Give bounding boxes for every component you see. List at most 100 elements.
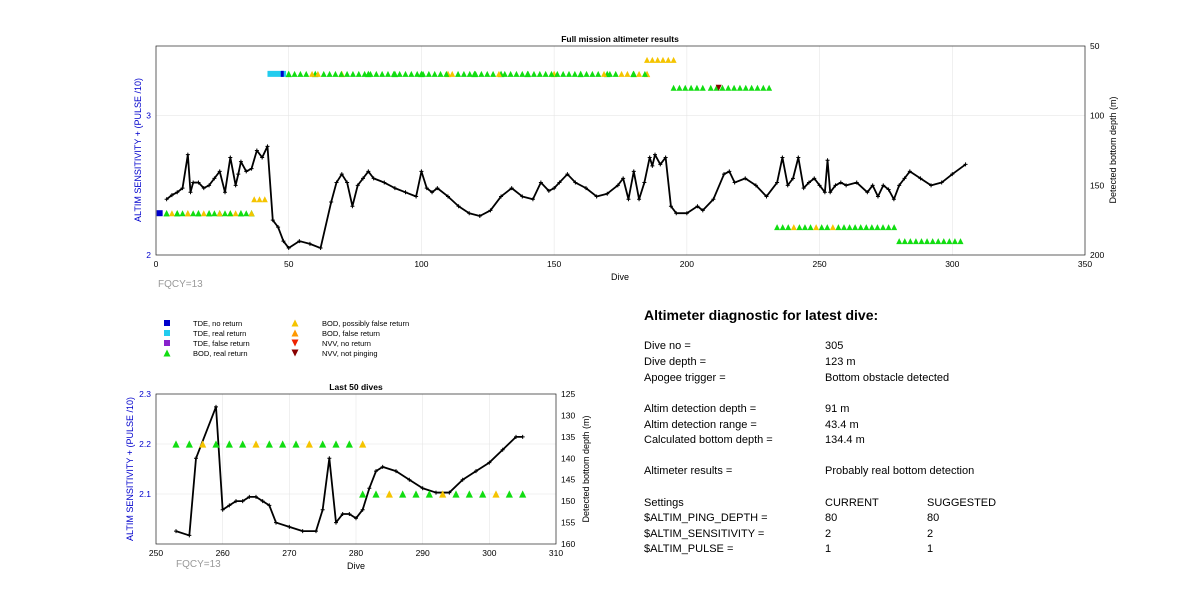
- bod-real-return-marker: [501, 70, 508, 77]
- legend-label: NVV, no return: [322, 339, 371, 348]
- depth-point: [329, 200, 334, 205]
- bod-real-return-marker: [239, 440, 247, 448]
- depth-point: [801, 186, 806, 191]
- bod-real-return-marker: [452, 490, 460, 498]
- depth-point: [201, 186, 206, 191]
- bod-real-return-marker: [912, 238, 919, 245]
- bod-real-return-marker: [542, 70, 549, 77]
- x-tick-label: 350: [1078, 259, 1092, 269]
- depth-point: [806, 180, 811, 185]
- depth-point: [314, 529, 318, 534]
- depth-point: [833, 183, 838, 188]
- x-tick-label: 270: [282, 548, 296, 558]
- bod-real-return-marker: [742, 84, 749, 91]
- bod-real-return-marker: [530, 70, 537, 77]
- x-axis-label: Dive: [347, 561, 365, 571]
- depth-point: [228, 155, 233, 160]
- legend-label: NVV, not pinging: [322, 349, 378, 358]
- left-axis-label: ALTIM SENSITIVITY + (PULSE /10): [133, 78, 143, 222]
- depth-point: [875, 194, 880, 199]
- bod-real-return-marker: [163, 210, 170, 217]
- depth-point: [456, 204, 461, 209]
- right-tick-label: 160: [561, 539, 575, 549]
- bod-real-return-marker: [707, 84, 714, 91]
- depth-point: [240, 499, 245, 504]
- depth-point: [244, 169, 249, 174]
- diag-label-apogee: Apogee trigger =: [644, 372, 726, 384]
- bod-real-return-marker: [852, 224, 859, 231]
- bod-real-return-marker: [719, 84, 726, 91]
- bod-real-return-marker: [774, 224, 781, 231]
- bod-real-return-marker: [490, 70, 497, 77]
- depth-point: [434, 490, 438, 495]
- bod-real-return-marker: [291, 70, 298, 77]
- bod-real-return-marker: [946, 238, 953, 245]
- depth-point: [407, 477, 412, 482]
- depth-point: [300, 529, 305, 534]
- right-tick-label: 135: [561, 432, 575, 442]
- depth-point: [188, 190, 193, 195]
- setting-current: 2: [825, 528, 832, 540]
- depth-point: [488, 208, 493, 213]
- bod-real-return-marker: [332, 440, 340, 448]
- bod-real-return-marker: [478, 70, 485, 77]
- depth-point: [287, 524, 292, 529]
- bod-real-return-marker: [455, 70, 462, 77]
- depth-point: [445, 194, 450, 199]
- bod-real-return-marker: [320, 70, 327, 77]
- depth-point: [347, 512, 352, 516]
- bod-real-return-marker: [472, 70, 479, 77]
- bod-real-return-marker: [790, 224, 797, 231]
- bod-real-return-marker: [248, 210, 255, 217]
- bod-real-return-marker: [484, 70, 491, 77]
- depth-point: [345, 180, 350, 185]
- depth-point: [207, 183, 212, 188]
- depth-point: [191, 180, 196, 185]
- depth-point: [394, 469, 398, 474]
- fqcy-annotation: FQCY=13: [176, 559, 221, 570]
- legend-label: BOD, false return: [322, 329, 380, 338]
- bod-real-return-marker: [460, 70, 467, 77]
- bod-real-return-marker: [548, 70, 555, 77]
- depth-point: [367, 486, 372, 491]
- depth-point: [642, 180, 647, 185]
- bod-real-return-marker: [184, 210, 191, 217]
- bod-real-return-marker: [384, 70, 391, 77]
- diag-label-dive-depth: Dive depth =: [644, 356, 707, 368]
- depth-point: [658, 162, 663, 167]
- bod-real-return-marker: [449, 70, 456, 77]
- bod-real-return-marker: [396, 70, 403, 77]
- bod-real-return-marker: [606, 70, 613, 77]
- depth-point: [212, 176, 217, 181]
- depth-point: [220, 507, 225, 512]
- depth-point: [825, 158, 830, 163]
- bod-real-return-marker: [818, 224, 825, 231]
- depth-point: [180, 186, 185, 191]
- bod-real-return-marker: [951, 238, 958, 245]
- bod-real-return-marker: [676, 84, 683, 91]
- bod-real-return-marker: [835, 224, 842, 231]
- x-tick-label: 0: [154, 259, 159, 269]
- depth-point: [260, 155, 265, 160]
- x-tick-label: 300: [482, 548, 496, 558]
- depth-point: [838, 180, 843, 185]
- bod-real-return-marker: [211, 210, 218, 217]
- depth-point: [307, 241, 312, 246]
- x-tick-label: 250: [149, 548, 163, 558]
- diag-value-apogee: Bottom obstacle detected: [825, 372, 950, 384]
- bod-real-return-marker: [420, 70, 427, 77]
- bod-real-return-marker: [338, 70, 345, 77]
- bod-real-return-marker: [519, 70, 526, 77]
- legend-swatch: [291, 329, 299, 337]
- diag-label-detection-range: Altim detection range =: [644, 419, 757, 431]
- bod-possibly-false-marker: [659, 56, 666, 63]
- left-axis-label: ALTIM SENSITIVITY + (PULSE /10): [125, 397, 135, 541]
- diag-value-dive-depth: 123 m: [825, 356, 856, 368]
- left-tick-label: 2.1: [139, 489, 151, 499]
- bod-real-return-marker: [372, 490, 380, 498]
- bod-real-return-marker: [525, 70, 532, 77]
- legend-swatch: [291, 319, 299, 327]
- depth-point: [419, 169, 424, 174]
- nvv-not-pinging-marker: [715, 84, 722, 91]
- depth-point: [447, 490, 452, 495]
